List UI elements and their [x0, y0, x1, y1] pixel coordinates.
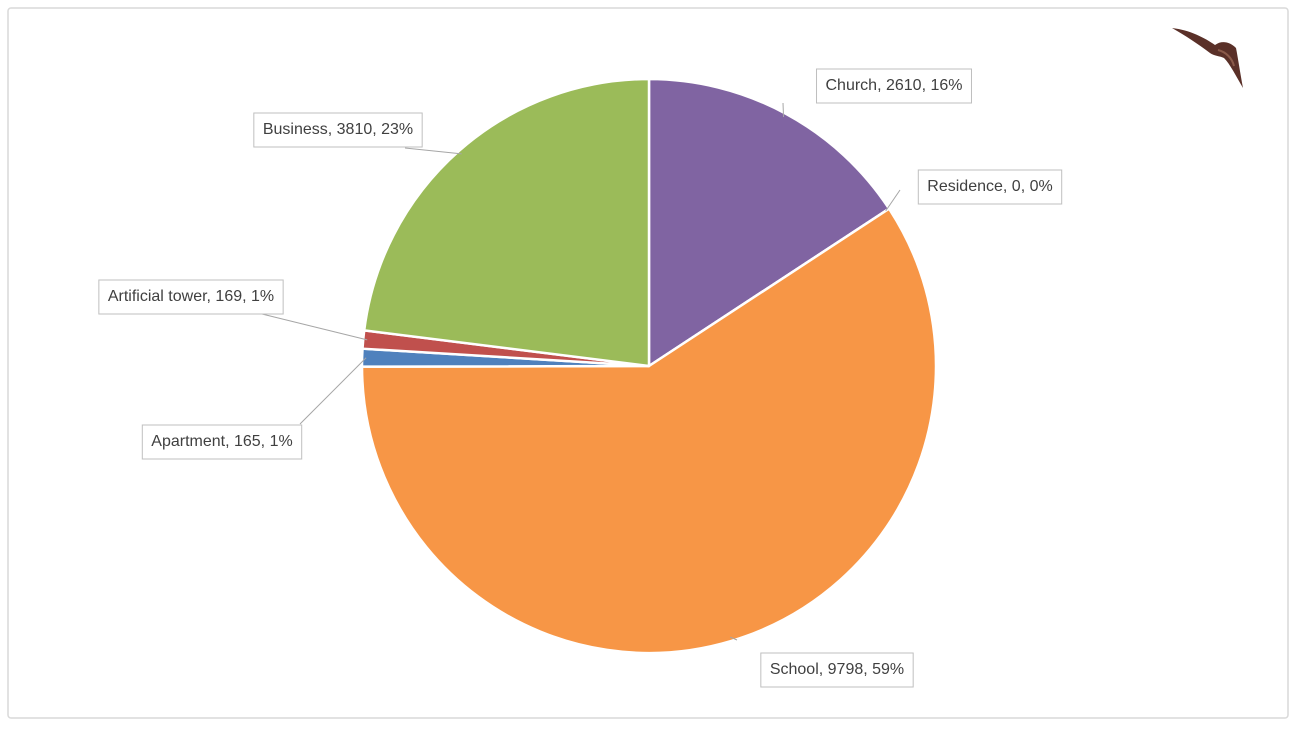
data-label: Residence, 0, 0%	[927, 178, 1052, 195]
data-label: Artificial tower, 169, 1%	[108, 288, 274, 305]
data-label: Church, 2610, 16%	[826, 77, 963, 94]
label-box	[760, 652, 914, 688]
data-label: Apartment, 165, 1%	[151, 433, 292, 450]
label-box	[98, 279, 284, 315]
bird-icon	[1172, 28, 1243, 88]
leader-line	[404, 147, 462, 155]
data-label: Business, 3810, 23%	[263, 121, 413, 138]
leader-line	[730, 636, 738, 641]
label-box	[917, 169, 1063, 205]
label-box	[816, 68, 972, 104]
leader-line	[261, 313, 368, 341]
pie-slice: Business	[362, 77, 651, 368]
pie-slice: Church	[647, 77, 891, 368]
data-label: School, 9798, 59%	[770, 661, 904, 678]
leader-line	[299, 357, 367, 425]
pie-slice: School	[360, 207, 938, 655]
label-box	[141, 424, 303, 460]
leader-line	[885, 189, 901, 212]
label-box	[253, 112, 423, 148]
leader-line	[782, 102, 785, 118]
